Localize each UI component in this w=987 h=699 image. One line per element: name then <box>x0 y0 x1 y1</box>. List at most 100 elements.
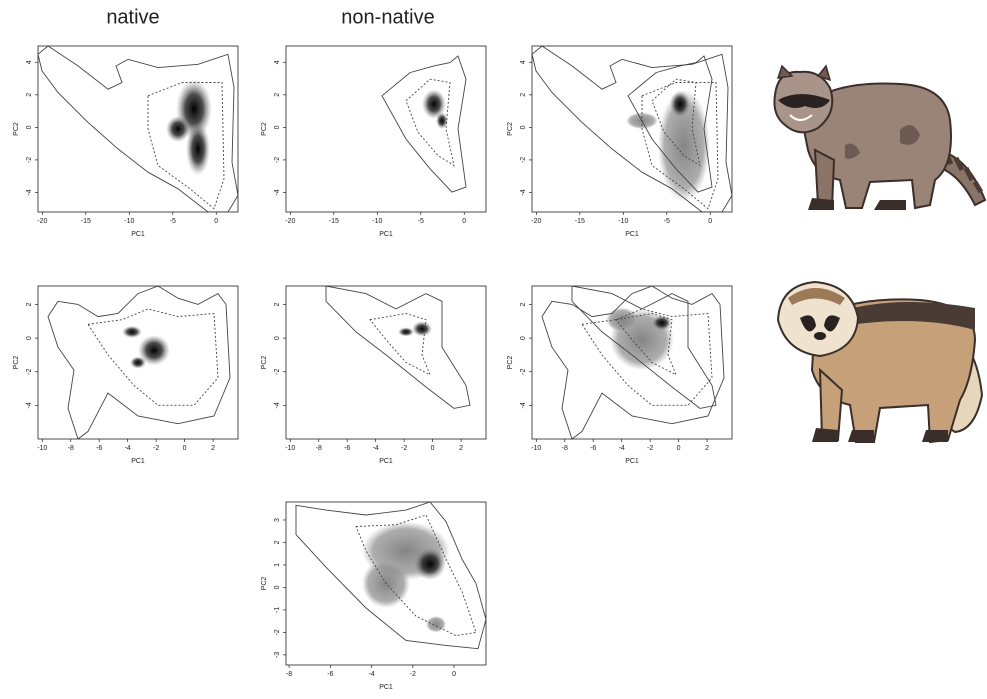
x-axis-label: PC1 <box>379 231 393 238</box>
plot-area <box>48 286 230 439</box>
contour <box>326 286 470 408</box>
y-tick-label: -2 <box>520 369 527 375</box>
y-tick-label: -4 <box>26 189 33 195</box>
x-tick-label: 0 <box>214 218 218 225</box>
x-tick-label: -10 <box>124 218 134 225</box>
x-tick-label: -10 <box>618 218 628 225</box>
y-tick-label: 3 <box>274 518 281 522</box>
x-tick-label: 2 <box>211 445 215 452</box>
contour <box>382 56 466 192</box>
y-tick-label: -3 <box>274 652 281 658</box>
y-tick-label: -2 <box>274 629 281 635</box>
y-tick-label: 0 <box>274 336 281 340</box>
y-tick-label: -4 <box>274 402 281 408</box>
y-axis-label: PC2 <box>261 577 268 591</box>
x-tick-label: -8 <box>562 445 568 452</box>
plot-area <box>542 286 724 439</box>
x-tick-label: -20 <box>531 218 541 225</box>
plot-frame <box>38 46 238 212</box>
y-tick-label: -4 <box>274 189 281 195</box>
y-tick-label: -4 <box>26 402 33 408</box>
density-blob <box>606 307 638 331</box>
x-tick-label: -8 <box>68 445 74 452</box>
y-tick-label: 2 <box>274 540 281 544</box>
x-tick-label: -4 <box>125 445 131 452</box>
x-tick-label: 0 <box>431 445 435 452</box>
raccoon-dog-illustration <box>778 282 982 442</box>
density-blob <box>426 616 446 632</box>
x-tick-label: -20 <box>285 218 295 225</box>
x-tick-label: -2 <box>153 445 159 452</box>
x-tick-label: -2 <box>401 445 407 452</box>
y-tick-label: -2 <box>274 157 281 163</box>
x-tick-label: -4 <box>373 445 379 452</box>
panel: -10-8-6-4-202-4-202PC1PC2 <box>261 286 486 465</box>
y-tick-label: 0 <box>520 125 527 129</box>
x-tick-label: 0 <box>677 445 681 452</box>
column-title: non-native <box>341 6 434 28</box>
y-tick-label: 2 <box>274 93 281 97</box>
x-tick-label: -2 <box>647 445 653 452</box>
plot-area <box>296 502 486 649</box>
plot-frame <box>286 46 486 212</box>
y-tick-label: 4 <box>274 60 281 64</box>
plot-area <box>38 46 238 212</box>
x-tick-label: -15 <box>575 218 585 225</box>
x-axis-label: PC1 <box>625 231 639 238</box>
x-tick-label: -6 <box>96 445 102 452</box>
y-tick-label: -4 <box>520 189 527 195</box>
x-tick-label: -10 <box>531 445 541 452</box>
x-tick-label: -4 <box>368 671 374 678</box>
density-blob <box>670 91 690 118</box>
y-tick-label: 0 <box>26 336 33 340</box>
x-tick-label: -8 <box>286 671 292 678</box>
y-tick-label: -2 <box>26 157 33 163</box>
x-axis-label: PC1 <box>379 458 393 465</box>
y-tick-label: 1 <box>274 563 281 567</box>
x-tick-label: 0 <box>452 671 456 678</box>
x-tick-label: -20 <box>37 218 47 225</box>
y-tick-label: 4 <box>26 60 33 64</box>
y-tick-label: 2 <box>26 93 33 97</box>
y-tick-label: -2 <box>26 369 33 375</box>
x-tick-label: -5 <box>170 218 176 225</box>
density-blob <box>122 326 142 338</box>
y-axis-label: PC2 <box>261 122 268 136</box>
y-tick-label: -4 <box>520 402 527 408</box>
density-blob <box>130 356 146 368</box>
y-axis-label: PC2 <box>13 122 20 136</box>
x-axis-label: PC1 <box>131 231 145 238</box>
panel: -20-15-10-50-4-2024PC1PC2 <box>261 46 486 238</box>
x-tick-label: -4 <box>619 445 625 452</box>
x-tick-label: 0 <box>708 218 712 225</box>
x-tick-label: -2 <box>410 671 416 678</box>
y-tick-label: 0 <box>274 125 281 129</box>
y-axis-label: PC2 <box>261 356 268 370</box>
x-tick-label: 0 <box>462 218 466 225</box>
y-tick-label: -1 <box>274 607 281 613</box>
x-tick-label: -5 <box>664 218 670 225</box>
x-tick-label: -6 <box>327 671 333 678</box>
column-title: native <box>106 6 159 28</box>
x-axis-label: PC1 <box>625 458 639 465</box>
y-tick-label: -2 <box>520 157 527 163</box>
plot-area <box>326 286 470 408</box>
plot-area <box>532 46 732 212</box>
density-blob <box>398 327 414 336</box>
x-tick-label: 2 <box>459 445 463 452</box>
x-tick-label: -10 <box>285 445 295 452</box>
panel: -10-8-6-4-202-4-202PC1PC2 <box>507 286 732 465</box>
x-tick-label: 2 <box>705 445 709 452</box>
plot-area <box>382 56 466 192</box>
x-tick-label: -6 <box>590 445 596 452</box>
plot-frame <box>286 286 486 439</box>
y-tick-label: 2 <box>26 302 33 306</box>
y-tick-label: 0 <box>26 125 33 129</box>
y-tick-label: 0 <box>274 585 281 589</box>
x-tick-label: -10 <box>372 218 382 225</box>
raccoon-illustration <box>774 66 985 210</box>
x-tick-label: -8 <box>316 445 322 452</box>
y-tick-label: -2 <box>274 369 281 375</box>
